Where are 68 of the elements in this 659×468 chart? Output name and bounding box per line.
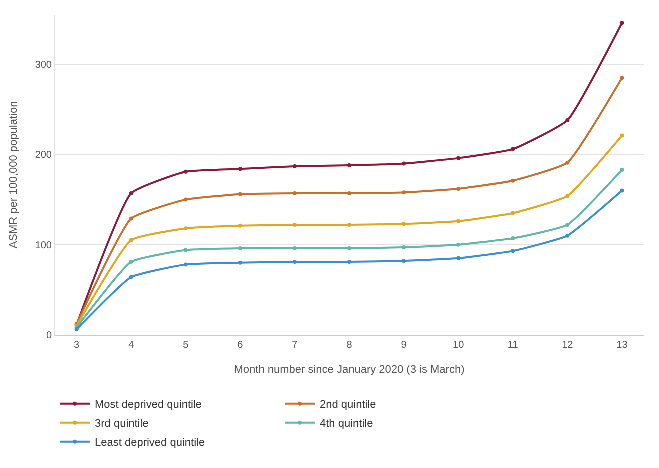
- x-tick-label: 7: [292, 340, 298, 351]
- point: [129, 275, 134, 280]
- y-tick-label: 0: [46, 330, 52, 342]
- point: [348, 164, 352, 168]
- point: [292, 223, 297, 228]
- point: [511, 236, 516, 241]
- legend-label: Most deprived quintile: [95, 399, 202, 412]
- point: [238, 192, 242, 196]
- point: [184, 198, 188, 202]
- point: [129, 191, 134, 196]
- point: [511, 178, 516, 183]
- point: [184, 170, 188, 174]
- x-tick-label: 10: [453, 340, 465, 351]
- point: [566, 234, 570, 238]
- point: [184, 226, 188, 231]
- point: [238, 167, 242, 172]
- legend-label: Least deprived quintile: [95, 437, 206, 450]
- point: [620, 188, 624, 193]
- point: [456, 219, 461, 224]
- point: [402, 162, 406, 166]
- point: [292, 246, 297, 250]
- x-axis-title: Month number since January 2020 (3 is March): [234, 364, 465, 376]
- point: [456, 242, 461, 247]
- x-tick-label: 4: [128, 340, 135, 351]
- point: [292, 164, 297, 168]
- x-tick-label: 12: [562, 340, 574, 351]
- point: [620, 168, 624, 172]
- point: [620, 21, 624, 26]
- point: [402, 190, 406, 195]
- x-tick-label: 13: [616, 340, 628, 351]
- point: [402, 222, 406, 226]
- y-tick-label: 100: [35, 240, 52, 252]
- point: [511, 147, 516, 152]
- point: [292, 191, 297, 196]
- y-tick-label: 300: [35, 60, 52, 72]
- point: [184, 262, 188, 267]
- point: [456, 256, 461, 260]
- point: [292, 260, 297, 264]
- x-tick-label: 8: [346, 340, 353, 351]
- x-tick-label: 6: [238, 340, 244, 351]
- legend-label: 3rd quintile: [95, 418, 149, 430]
- point: [129, 238, 134, 242]
- y-tick-label: 200: [35, 150, 52, 162]
- point: [566, 194, 570, 198]
- point: [620, 76, 624, 80]
- x-tick-label: 5: [183, 340, 190, 351]
- point: [238, 246, 242, 250]
- legend-label: 4th quintile: [320, 418, 374, 430]
- point: [566, 223, 570, 228]
- x-tick-label: 9: [401, 340, 408, 351]
- point: [238, 224, 242, 228]
- point: [129, 260, 134, 264]
- point: [184, 248, 188, 252]
- point: [402, 246, 406, 250]
- point: [456, 186, 461, 191]
- point: [566, 118, 570, 122]
- point: [511, 249, 516, 254]
- point: [511, 211, 516, 216]
- point: [456, 156, 461, 160]
- y-axis-title: ASMR per 100,000 population: [8, 101, 20, 249]
- x-tick-label: 11: [508, 340, 519, 351]
- legend-label: 2nd quintile: [320, 399, 376, 412]
- point: [238, 260, 242, 265]
- point: [129, 216, 134, 221]
- point: [566, 160, 570, 165]
- point: [620, 134, 624, 138]
- x-tick-label: 3: [74, 340, 80, 351]
- point: [402, 259, 406, 264]
